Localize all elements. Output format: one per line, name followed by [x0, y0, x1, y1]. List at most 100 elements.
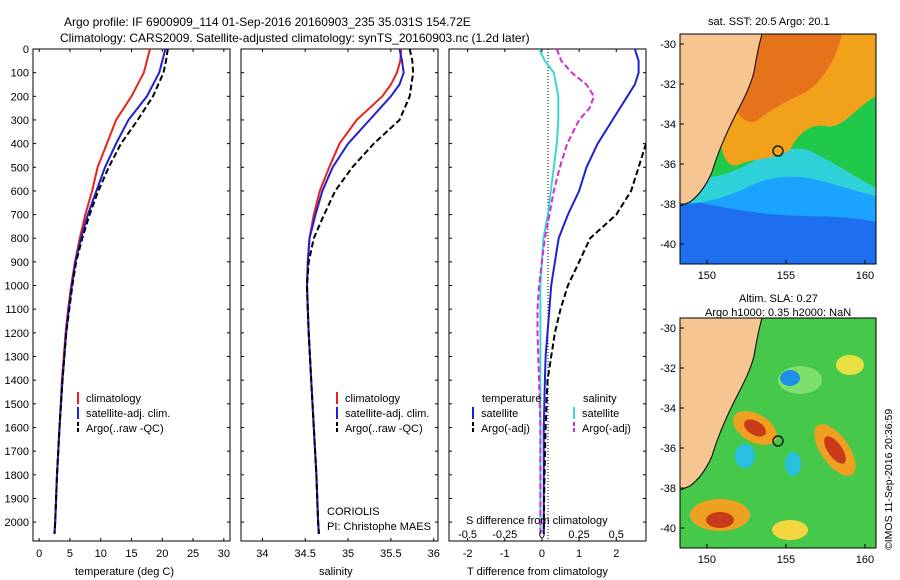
depth-axis: 0 100 200 300 400 500 600 700 800 900 1000 1100 1200… — [5, 44, 646, 529]
depth-tick-label: 900 — [11, 257, 29, 269]
temperature-x-axis: 0 5 10 15 20 25 30 — [36, 49, 230, 560]
depth-tick-label: 300 — [11, 115, 29, 127]
sla-map-axes: 150 155 160 -30 -32 -34 -36 -38 -40 — [660, 323, 874, 566]
pi-annotation: PI: Christophe MAES — [327, 521, 431, 533]
depth-tick-label: 1000 — [5, 281, 29, 293]
series-line-argo-raw-qc — [53, 49, 169, 534]
map-y-tick-label: -30 — [660, 323, 676, 335]
sst-map-axes: 150 155 160 -30 -32 -34 -36 -38 -40 — [660, 39, 874, 282]
s-tick-label: -0.25 — [492, 529, 517, 541]
x-tick-label: 10 — [95, 548, 107, 560]
s-tick-label: 0.5 — [609, 529, 624, 541]
map-x-tick-label: 150 — [698, 270, 716, 282]
x-tick-label: 36 — [428, 548, 440, 560]
legend-label-satellite: satellite-adj. clim. — [86, 408, 170, 420]
x-tick-label: 35 — [342, 548, 354, 560]
legend-label-climatology: climatology — [86, 393, 142, 405]
x-tick-label: 34 — [256, 548, 268, 560]
sla-map-frame — [679, 317, 877, 549]
sla-map-subtitle: Argo h1000: 0.35 h2000: NaN — [705, 307, 851, 319]
series-line-temperature-argo-adj — [542, 143, 646, 534]
temperature-profiles — [53, 49, 169, 534]
sla-low-eddy — [780, 370, 800, 386]
legend-title-salinity: salinity — [583, 393, 617, 405]
series-line-climatology — [53, 49, 151, 534]
salinity-profiles — [305, 49, 415, 534]
legend-label-climatology: climatology — [345, 393, 401, 405]
depth-tick-label: 600 — [11, 186, 29, 198]
coriolis-annotation: CORIOLIS — [327, 506, 380, 518]
series-line-salinity-argo-adj — [536, 49, 596, 534]
sst-map-title: sat. SST: 20.5 Argo: 20.1 — [708, 16, 830, 28]
map-y-tick-label: -36 — [660, 443, 676, 455]
sla-low-eddy-mid — [785, 452, 801, 476]
map-x-tick-label: 150 — [698, 554, 716, 566]
salinity-x-label: salinity — [319, 566, 353, 578]
depth-tick-label: 1300 — [5, 352, 29, 364]
legend-label-satellite: satellite-adj. clim. — [345, 408, 429, 420]
map-y-tick-label: -34 — [660, 403, 676, 415]
temperature-legend: climatology satellite-adj. clim. Argo(..… — [77, 392, 170, 435]
temperature-panel — [32, 48, 231, 542]
legend-label-sal-satellite: satellite — [582, 408, 619, 420]
map-x-tick-label: 155 — [777, 554, 795, 566]
t-difference-label: T difference from climatology — [467, 566, 608, 578]
x-tick-label: 25 — [187, 548, 199, 560]
depth-tick-label: 700 — [11, 210, 29, 222]
sla-high-core — [744, 419, 766, 437]
depth-tick-label: 100 — [11, 68, 29, 80]
map-y-tick-label: -32 — [660, 79, 676, 91]
figure-title-line1: Argo profile: IF 6900909_114 01-Sep-2016… — [64, 15, 471, 29]
x-tick-label: 0 — [36, 548, 42, 560]
x-tick-label: 15 — [125, 548, 137, 560]
difference-x-axis: -2 -1 0 1 2 — [463, 49, 619, 560]
sla-yellow-north — [836, 355, 864, 375]
s-tick-label: 0.25 — [568, 529, 589, 541]
x-tick-label: 30 — [218, 548, 230, 560]
map-y-tick-label: -38 — [660, 199, 676, 211]
map-y-tick-label: -40 — [660, 523, 676, 535]
depth-tick-label: 1700 — [5, 446, 29, 458]
map-y-tick-label: -34 — [660, 119, 676, 131]
x-tick-label: 34.5 — [295, 548, 316, 560]
legend-title-temperature: temperature — [482, 393, 541, 405]
x-tick-label: 2 — [613, 548, 619, 560]
map-y-tick-label: -32 — [660, 363, 676, 375]
depth-tick-label: 1100 — [5, 304, 29, 316]
series-line-climatology — [305, 49, 403, 534]
x-tick-label: 20 — [156, 548, 168, 560]
depth-tick-label: 0 — [23, 44, 29, 56]
depth-tick-label: 1500 — [5, 399, 29, 411]
series-line-argo-raw-qc — [305, 49, 415, 534]
map-y-tick-label: -38 — [660, 483, 676, 495]
depth-tick-label: 1800 — [5, 470, 29, 482]
legend-label-temp-argo: Argo(-adj) — [481, 423, 530, 435]
temperature-x-label: temperature (deg C) — [75, 566, 174, 578]
sst-land — [680, 34, 763, 207]
depth-tick-label: 1600 — [5, 422, 29, 434]
difference-legend: temperature salinity satellite Argo(-adj… — [472, 393, 631, 435]
map-x-tick-label: 160 — [856, 270, 874, 282]
depth-tick-label: 200 — [11, 91, 29, 103]
imos-timestamp: ©IMOS 11-Sep-2016 20:36:59 — [883, 409, 895, 550]
x-tick-label: -2 — [463, 548, 473, 560]
series-line-temperature-satellite — [542, 49, 640, 534]
map-y-tick-label: -36 — [660, 159, 676, 171]
legend-label-argo: Argo(..raw -QC) — [345, 423, 423, 435]
s-tick-label: -0.5 — [458, 529, 477, 541]
sla-map-title: Altim. SLA: 0.27 — [739, 293, 818, 305]
figure-title-line2: Climatology: CARS2009. Satellite-adjuste… — [60, 31, 530, 45]
depth-tick-label: 400 — [11, 139, 29, 151]
series-line-satellite-adj-clim — [305, 49, 405, 534]
sla-yellow-south — [772, 520, 808, 540]
depth-tick-label: 1900 — [5, 493, 29, 505]
legend-label-sal-argo: Argo(-adj) — [582, 423, 631, 435]
depth-tick-label: 1400 — [5, 375, 29, 387]
map-y-tick-label: -30 — [660, 39, 676, 51]
x-tick-label: 35.5 — [380, 548, 401, 560]
map-y-tick-label: -40 — [660, 239, 676, 251]
sla-map — [680, 318, 876, 548]
difference-profiles — [536, 49, 646, 534]
sst-map — [680, 34, 876, 264]
salinity-difference-axis: -0.5 -0.25 0 0.25 0.5 — [458, 529, 624, 541]
